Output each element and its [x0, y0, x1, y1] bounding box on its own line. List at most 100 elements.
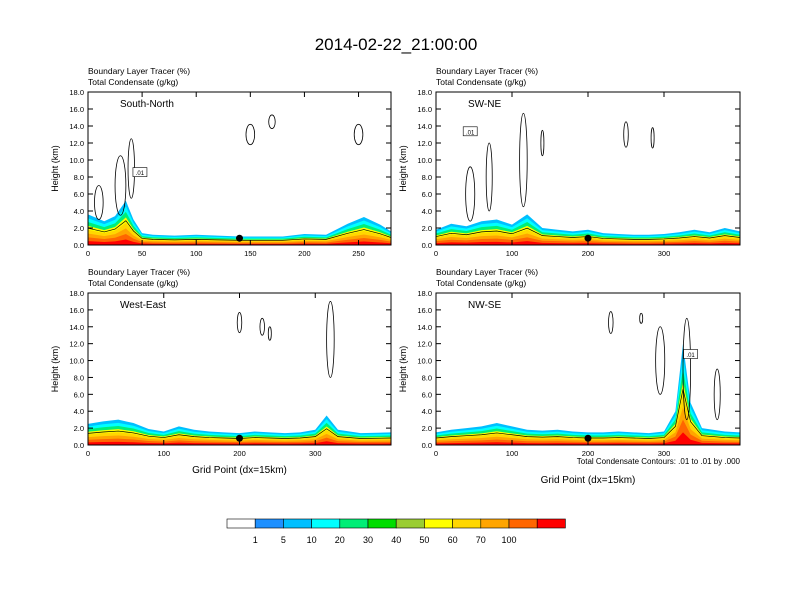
ytick-label: 8.0: [422, 173, 432, 182]
panel-title-line: Boundary Layer Tracer (%): [88, 267, 190, 277]
colorbar-label: 10: [307, 535, 317, 545]
colorbar-swatch: [480, 518, 510, 529]
colorbar-swatch: [254, 518, 284, 529]
condensate-contour: [268, 114, 276, 129]
panel-south-north: 0.0 2.0 4.0 6.0 8.0 10.0 12.0 14.0 16.0 18.0 0 50 10…: [50, 66, 392, 258]
xtick-label: 100: [506, 449, 519, 458]
condensate-contour: [713, 368, 721, 421]
colorbar-swatch: [226, 518, 256, 529]
colorbar-swatch: [395, 518, 425, 529]
xtick-label: 200: [233, 449, 246, 458]
ytick-label: 18.0: [417, 88, 432, 97]
condensate-contour: [94, 185, 104, 220]
ytick-label: 14.0: [417, 122, 432, 131]
tracer-band: [88, 239, 391, 245]
condensate-contour: [623, 121, 629, 148]
ytick-label: 12.0: [417, 139, 432, 148]
xtick-label: 300: [309, 449, 322, 458]
colorbar-swatch: [367, 518, 397, 529]
contour-footnote: Total Condensate Contours: .01 to .01 by…: [577, 457, 741, 466]
ytick-label: 14.0: [69, 323, 84, 332]
colorbar: 1 5 10 20 30 40 50 60 70 100: [226, 518, 566, 545]
panel-name: West-East: [120, 300, 166, 311]
condensate-contour: [114, 155, 127, 216]
panel-title-line: Boundary Layer Tracer (%): [436, 66, 538, 76]
plot-frame: [87, 292, 392, 446]
contour-label-box: [132, 167, 148, 177]
contour-label: .01: [686, 353, 695, 359]
ytick-label: 2.0: [422, 424, 432, 433]
condensate-contour: [540, 129, 545, 157]
contour-label: .01: [466, 130, 475, 136]
y-axis-label: Height (km): [398, 346, 408, 393]
xtick-label: 100: [506, 249, 519, 258]
colorbar-swatch: [339, 518, 369, 529]
ytick-label: 14.0: [417, 323, 432, 332]
ytick-label: 8.0: [74, 173, 84, 182]
colorbar-label: 1: [253, 535, 258, 545]
xtick-label: 150: [244, 249, 257, 258]
ytick-label: 10.0: [69, 357, 84, 366]
panel-title-line: Total Condensate (g/kg): [88, 278, 178, 288]
ytick-label: 8.0: [74, 373, 84, 382]
ytick-label: 16.0: [417, 306, 432, 315]
condensate-contour: [236, 312, 243, 334]
ytick-label: 8.0: [422, 373, 432, 382]
ytick-label: 6.0: [74, 190, 84, 199]
tracer-band: [436, 419, 740, 445]
ytick-label: 18.0: [417, 289, 432, 298]
ytick-label: 18.0: [69, 289, 84, 298]
ytick-label: 0.0: [422, 241, 432, 250]
panel-name: NW-SE: [468, 300, 501, 311]
condensate-contour: [485, 142, 493, 212]
y-axis-label: Height (km): [398, 145, 408, 192]
condensate-contour: [245, 123, 256, 146]
ytick-label: 2.0: [74, 424, 84, 433]
ytick-label: 2.0: [422, 224, 432, 233]
ytick-label: 18.0: [69, 88, 84, 97]
ytick-label: 16.0: [69, 306, 84, 315]
colorbar-swatch: [424, 518, 453, 529]
ytick-label: 6.0: [74, 390, 84, 399]
xtick-label: 300: [658, 249, 671, 258]
ytick-label: 12.0: [69, 139, 84, 148]
x-axis-label: Grid Point (dx=15km): [541, 475, 636, 486]
xtick-label: 100: [190, 249, 203, 258]
panels: 0.0 2.0 4.0 6.0 8.0 10.0 12.0 14.0 16.0 18.0 0 50 10…: [50, 66, 741, 486]
ytick-label: 14.0: [69, 122, 84, 131]
panel-title-line: Boundary Layer Tracer (%): [88, 66, 190, 76]
x-axis-label: Grid Point (dx=15km): [192, 465, 287, 476]
panel-west-east: 0.0 2.0 4.0 6.0 8.0 10.0 12.0 14.0 16.0 18.0 0 100 2…: [50, 267, 392, 476]
ytick-label: 4.0: [74, 207, 84, 216]
ytick-label: 4.0: [422, 407, 432, 416]
tracer-band: [436, 432, 740, 445]
ytick-label: 0.0: [74, 241, 84, 250]
ytick-label: 12.0: [417, 340, 432, 349]
xtick-label: 300: [658, 449, 671, 458]
ytick-label: 4.0: [74, 407, 84, 416]
condensate-contour: [682, 317, 691, 421]
plot-frame: [87, 91, 392, 246]
colorbar-swatch: [283, 518, 312, 529]
colorbar-label: 20: [335, 535, 345, 545]
plot-area: [88, 301, 391, 445]
panel-name: SW-NE: [468, 99, 501, 110]
xtick-label: 0: [86, 449, 90, 458]
panel-title-line: Total Condensate (g/kg): [88, 77, 178, 87]
condensate-contour: [353, 123, 364, 146]
colorbar-label: 100: [501, 535, 516, 545]
condensate-contour: [259, 317, 265, 336]
plot-area: [88, 114, 391, 245]
ytick-label: 10.0: [69, 156, 84, 165]
colorbar-swatch: [452, 518, 482, 529]
ytick-label: 10.0: [417, 156, 432, 165]
colorbar-label: 40: [391, 535, 401, 545]
condensate-contour: [465, 166, 476, 222]
xtick-label: 200: [582, 249, 595, 258]
condensate-contour: [639, 312, 644, 324]
ytick-label: 6.0: [422, 390, 432, 399]
ytick-label: 12.0: [69, 340, 84, 349]
colorbar-swatch: [536, 518, 566, 529]
panel-sw-ne: 0.0 2.0 4.0 6.0 8.0 10.0 12.0 14.0 16.0 18.0 0 100 2…: [398, 66, 741, 258]
